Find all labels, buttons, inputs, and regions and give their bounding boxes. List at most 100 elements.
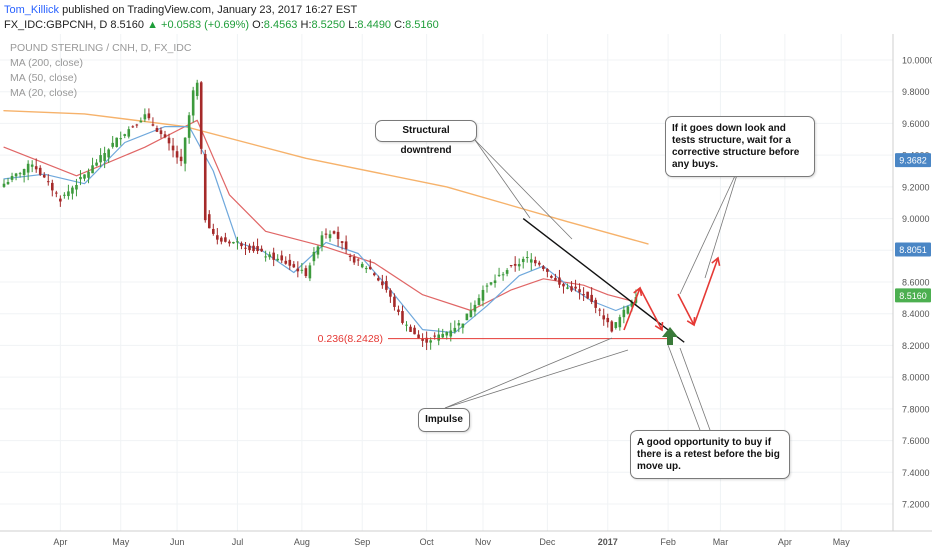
fib-level-label: 0.236(8.2428) (318, 333, 383, 345)
candle (385, 281, 388, 290)
annotation-structural-downtrend[interactable]: Structural downtrend (375, 120, 477, 156)
time-tick-label: Jul (232, 537, 244, 547)
candle (610, 321, 614, 332)
time-tick-label: Oct (420, 537, 435, 547)
candle (449, 330, 453, 337)
structural-pointer-a (474, 139, 531, 219)
candle (236, 241, 239, 243)
candle (127, 129, 131, 137)
ma50-line (3, 119, 633, 312)
price-tick-label: 8.4000 (902, 309, 930, 319)
symbol-label: FX_IDC:GBPCNH, D (4, 19, 108, 31)
time-axis: Apr May Jun Jul Aug Sep Oct Nov Dec 2017 Feb Mar Apr… (0, 530, 932, 547)
candle (131, 126, 135, 128)
candle (55, 192, 58, 194)
time-tick-label: Apr (53, 537, 67, 547)
annotation-buy-opportunity[interactable]: A good opportunity to buy if there is a … (630, 430, 790, 479)
candle (123, 134, 127, 136)
candle (513, 263, 517, 266)
time-tick-label: May (833, 537, 851, 547)
candle (95, 162, 98, 166)
price-tick-label: 7.8000 (902, 404, 930, 414)
time-tick-label: May (112, 537, 130, 547)
candle (622, 309, 626, 318)
candle (340, 241, 344, 243)
candle (433, 335, 436, 337)
candle (292, 264, 296, 268)
time-tick-label: Nov (475, 537, 492, 547)
time-tick-label: 2017 (598, 537, 618, 547)
opportunity-pointer-a (667, 344, 701, 431)
time-tick-label: Jun (170, 537, 185, 547)
candle (91, 165, 94, 174)
candle (260, 248, 263, 252)
candle (179, 156, 183, 162)
candle (405, 324, 408, 326)
price-change: ▲ +0.0583 (+0.69%) (147, 19, 250, 31)
candle (542, 266, 545, 269)
candle (373, 273, 376, 276)
impulse-pointer-b (444, 349, 629, 409)
price-tick-label: 7.4000 (902, 468, 930, 478)
price-badge (895, 288, 931, 303)
opportunity-pointer-b (679, 347, 711, 431)
candle (135, 124, 139, 126)
candle (143, 114, 147, 120)
candle (505, 270, 509, 274)
candle (397, 309, 400, 312)
candle (546, 268, 549, 272)
candle (18, 173, 22, 175)
buy-arrow-icon (662, 327, 678, 345)
candle (30, 164, 34, 167)
candle (566, 287, 569, 289)
candle (578, 289, 581, 293)
time-tick-label: Feb (660, 537, 676, 547)
candle (216, 235, 219, 240)
annotation-retest-note[interactable]: If it goes down look and tests structure… (665, 116, 815, 177)
candle (594, 299, 597, 308)
low-label: L: (348, 19, 358, 31)
price-tick-label: 8.6000 (902, 278, 930, 288)
candle (83, 174, 86, 179)
candle (268, 254, 271, 258)
candle (284, 260, 288, 264)
retest-pointer-a (679, 164, 741, 295)
candle (171, 145, 175, 151)
candle (75, 184, 78, 190)
author-link[interactable]: Tom_Killick (4, 4, 60, 16)
annotation-impulse[interactable]: Impulse (418, 408, 470, 432)
last-price: 8.5160 (110, 19, 145, 31)
time-tick-label: Aug (294, 537, 310, 547)
candle (469, 310, 473, 318)
candle (63, 194, 66, 196)
candle (38, 167, 42, 175)
candle (228, 241, 231, 244)
candle (71, 187, 74, 194)
candle (324, 233, 328, 235)
open-label: O: (252, 19, 264, 31)
ma50-legend[interactable]: MA (50, close) (10, 72, 78, 84)
candle (352, 256, 356, 263)
price-tick-label: 8.0000 (902, 373, 930, 383)
candle (586, 291, 589, 299)
candle (574, 286, 577, 289)
chart-title: POUND STERLING / CNH, D, FX_IDC (10, 42, 192, 54)
candle (529, 259, 533, 263)
price-badge (895, 242, 931, 257)
chart-header: Tom_Killick published on TradingView.com… (0, 0, 932, 34)
ma20-legend[interactable]: MA (20, close) (10, 87, 78, 99)
ma20-layer (3, 125, 637, 334)
candle (336, 231, 340, 239)
candle (409, 326, 412, 332)
price-badge-label: 9.3682 (899, 156, 927, 166)
candle (457, 323, 461, 326)
price-chart[interactable]: 0.236(8.2428) 10.00009.80009.60009.40009… (0, 34, 932, 550)
candle (389, 290, 392, 297)
candle (183, 137, 187, 164)
ma200-legend[interactable]: MA (200, close) (10, 57, 83, 69)
candle (509, 265, 513, 267)
price-tick-label: 9.0000 (902, 214, 930, 224)
retest-pointer-b (704, 164, 741, 279)
time-tick-label: Apr (778, 537, 792, 547)
candle (232, 241, 235, 244)
